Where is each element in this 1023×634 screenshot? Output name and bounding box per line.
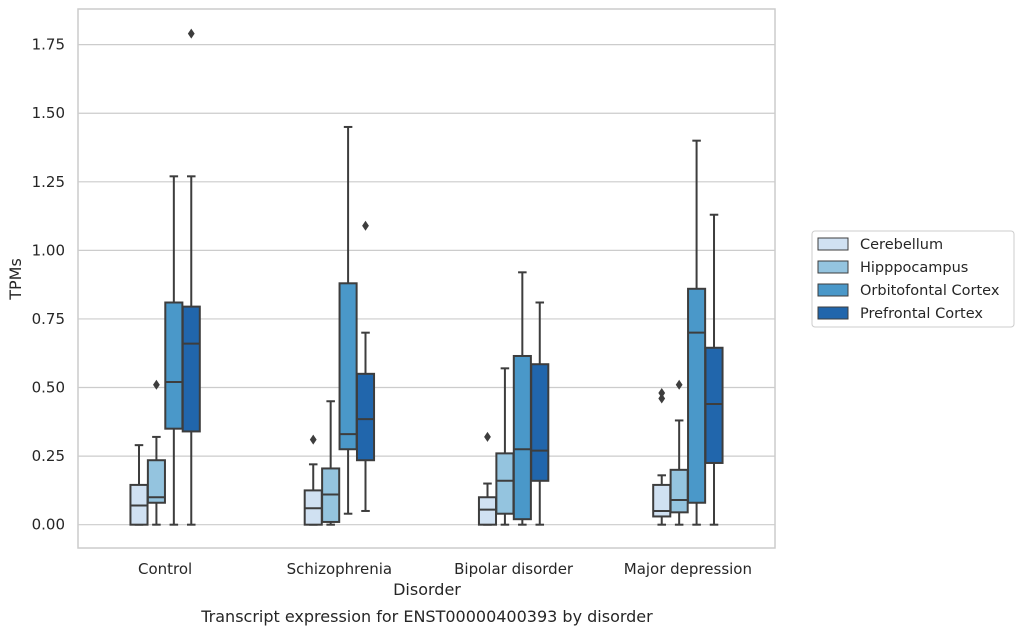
box-body xyxy=(164,301,184,430)
box-1-3 xyxy=(355,220,376,512)
y-axis-label: TPMs xyxy=(6,258,25,301)
legend-swatch xyxy=(817,306,849,320)
y-tick-label: 0.25 xyxy=(32,447,65,465)
y-tick-label: 1.75 xyxy=(32,36,65,54)
box-0-0 xyxy=(129,444,149,526)
legend-label: Hipppocampus xyxy=(860,260,968,276)
box-body xyxy=(669,468,689,514)
outlier-point xyxy=(187,28,195,39)
box-body xyxy=(477,496,498,526)
y-tick-labels: 0.00 0.25 0.50 0.75 1.00 1.25 1.50 1.75 xyxy=(32,36,65,534)
y-tick-label: 0.50 xyxy=(32,379,65,397)
box-2-0 xyxy=(477,431,498,526)
y-tick-label: 1.25 xyxy=(32,173,65,191)
legend-frame xyxy=(811,230,1015,328)
box-3-2 xyxy=(687,139,707,526)
x-tick-label: Bipolar disorder xyxy=(454,560,574,578)
box-body xyxy=(495,452,515,515)
legend-swatch xyxy=(817,260,849,274)
box-3-1 xyxy=(669,379,689,526)
chart-caption: Transcript expression for ENST0000040039… xyxy=(200,607,653,626)
box-body xyxy=(338,282,358,451)
box-1-1 xyxy=(321,400,341,526)
outlier-point xyxy=(153,379,160,390)
outlier-point xyxy=(362,220,369,231)
outlier-point xyxy=(658,388,666,399)
legend-label: Orbitofontal Cortex xyxy=(860,283,1000,299)
box-0-1 xyxy=(146,379,166,526)
outlier-point xyxy=(309,434,317,445)
legend-swatch xyxy=(817,237,849,251)
x-tick-label: Control xyxy=(138,560,192,578)
box-2-3 xyxy=(530,301,550,526)
box-3-3 xyxy=(704,213,724,526)
grid-lines xyxy=(78,44,775,526)
x-axis-label: Disorder xyxy=(393,580,461,599)
legend-swatch xyxy=(817,283,849,297)
y-tick-label: 1.50 xyxy=(32,104,65,122)
box-3-0 xyxy=(652,388,672,526)
box-1-0 xyxy=(303,434,323,526)
x-tick-label: Major depression xyxy=(624,560,752,578)
plot-frame xyxy=(77,8,776,549)
box-2-2 xyxy=(512,271,532,526)
outlier-point xyxy=(675,379,683,390)
legend-label: Prefrontal Cortex xyxy=(860,306,983,322)
box-body xyxy=(704,346,724,464)
box-0-2 xyxy=(164,175,184,526)
box-layer xyxy=(129,28,724,526)
outlier-point xyxy=(658,393,666,404)
box-body xyxy=(530,363,550,482)
box-body xyxy=(146,459,166,504)
box-body xyxy=(512,354,532,521)
y-tick-label: 0.75 xyxy=(32,310,65,328)
x-tick-labels: Control Schizophrenia Bipolar disorder Majo… xyxy=(138,560,752,578)
box-0-3 xyxy=(181,28,201,526)
box-1-2 xyxy=(338,125,358,515)
box-body xyxy=(355,372,376,462)
legend-label: Cerebellum xyxy=(860,237,943,253)
y-tick-label: 1.00 xyxy=(32,241,65,259)
x-tick-label: Schizophrenia xyxy=(287,560,392,578)
box-body xyxy=(687,287,707,504)
box-2-1 xyxy=(495,367,515,526)
outlier-point xyxy=(484,431,491,442)
box-body xyxy=(181,305,201,433)
legend: Cerebellum Hipppocampus Orbitofontal Corte… xyxy=(811,230,1015,328)
y-tick-label: 0.00 xyxy=(32,516,65,534)
